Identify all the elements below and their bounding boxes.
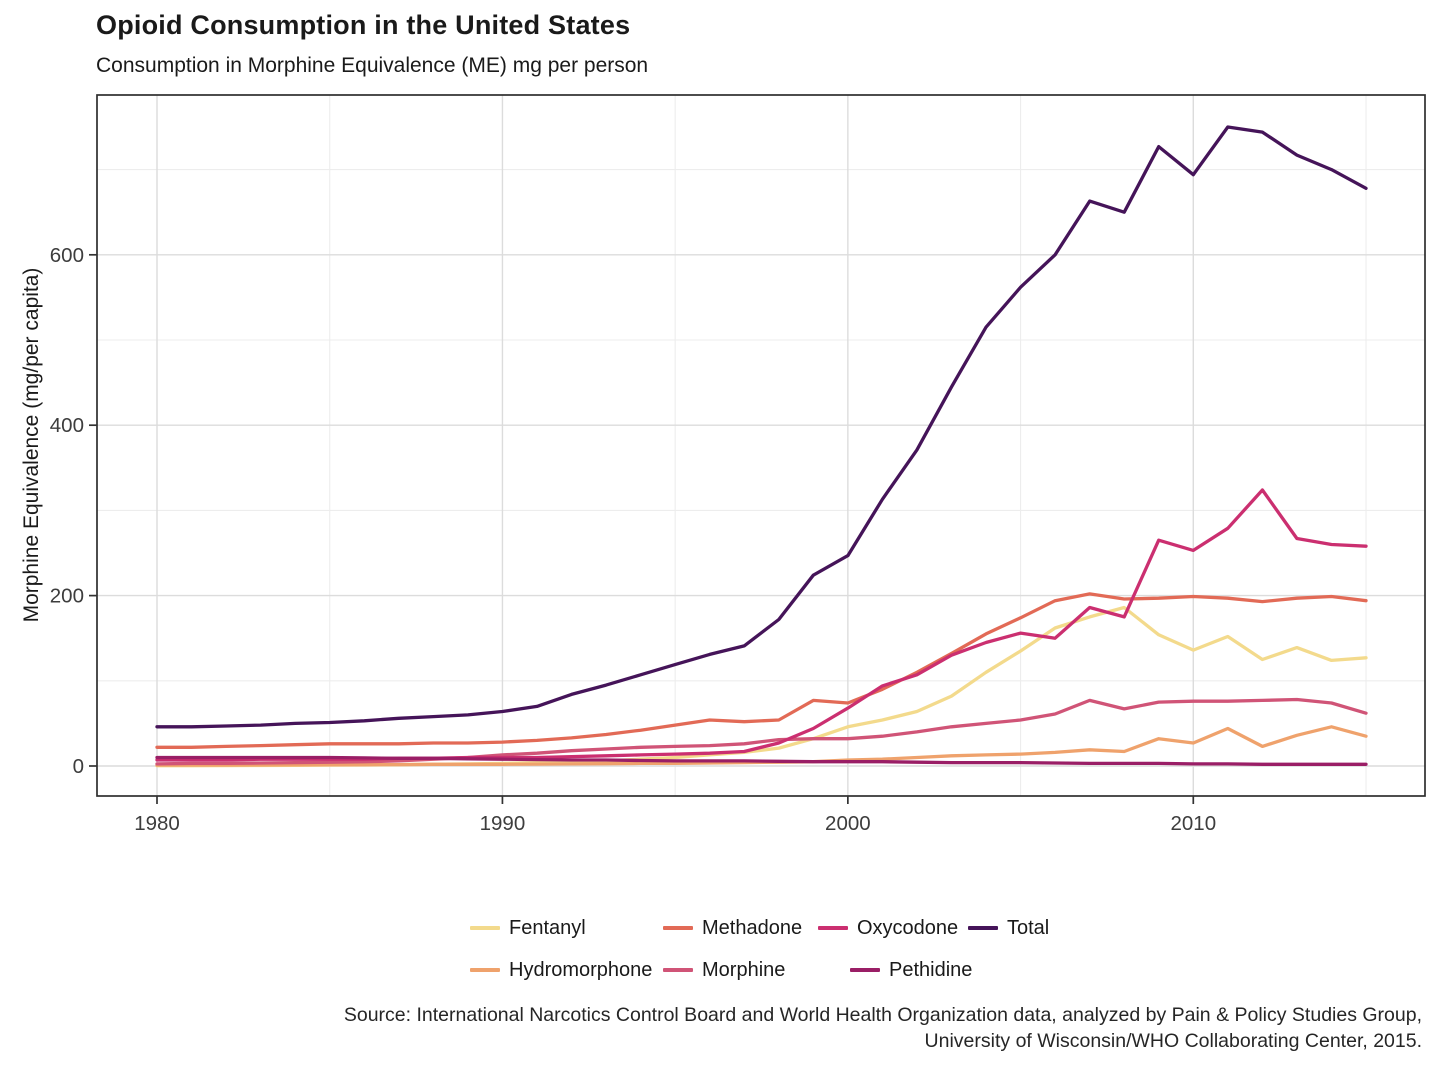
legend-swatch-fentanyl [470, 926, 500, 930]
plot-area: 0 200 400 600 1980 1990 2000 2010 [50, 94, 1426, 835]
legend-item-pethidine: Pethidine [850, 958, 972, 982]
caption-line-1: Source: International Narcotics Control … [343, 1004, 1422, 1026]
panel-border [96, 94, 1426, 797]
legend-item-total: Total [968, 916, 1049, 940]
legend-label-pethidine: Pethidine [889, 958, 973, 981]
legend-swatch-total [968, 926, 998, 930]
legend-label-hydromorphone: Hydromorphone [509, 958, 653, 981]
y-tick-label-400: 400 [50, 414, 84, 437]
legend-swatch-hydromorphone [470, 968, 500, 972]
series-line-total [155, 125, 1368, 729]
y-tick-label-0: 0 [73, 755, 84, 778]
caption-line-2: University of Wisconsin/WHO Collaboratin… [924, 1030, 1422, 1053]
legend-label-morphine: Morphine [702, 958, 786, 981]
legend-label-oxycodone: Oxycodone [857, 916, 959, 939]
series-line-methadone [155, 592, 1368, 749]
legend-swatch-oxycodone [818, 926, 848, 930]
source-caption: Source: International Narcotics Control … [344, 1002, 1422, 1054]
legend-label-methadone: Methadone [702, 916, 803, 939]
chart-title: Opioid Consumption in the United States [96, 10, 631, 40]
chart-subtitle: Consumption in Morphine Equivalence (ME)… [96, 54, 649, 77]
legend-label-total: Total [1007, 916, 1050, 939]
legend-swatch-methadone [663, 926, 693, 930]
panel-background [97, 95, 1425, 796]
legend-swatch-pethidine [850, 968, 880, 972]
series-line-pethidine [155, 755, 1368, 766]
legend-item-fentanyl: Fentanyl [470, 916, 586, 940]
x-tick-label-1980: 1980 [134, 812, 180, 835]
legend-item-hydromorphone: Hydromorphone [470, 958, 652, 982]
legend-label-fentanyl: Fentanyl [509, 916, 586, 939]
legend-item-oxycodone: Oxycodone [818, 916, 958, 940]
x-tick-label-2000: 2000 [825, 812, 871, 835]
y-tick-label-600: 600 [50, 244, 84, 267]
x-tick-label-2010: 2010 [1170, 812, 1216, 835]
x-tick-label-1990: 1990 [480, 812, 526, 835]
legend-item-morphine: Morphine [663, 958, 785, 982]
legend-item-methadone: Methadone [663, 916, 802, 940]
y-tick-label-200: 200 [50, 585, 84, 608]
series-line-morphine [155, 697, 1368, 766]
legend-swatch-morphine [663, 968, 693, 972]
